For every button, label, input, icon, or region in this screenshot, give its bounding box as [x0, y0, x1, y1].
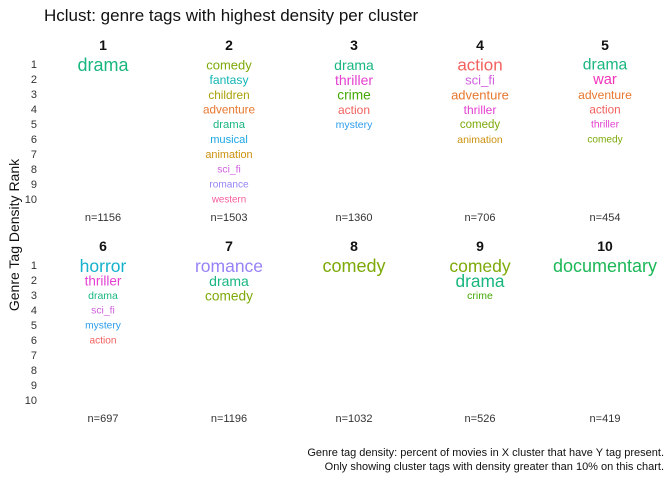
rank-tick-label: 1 [31, 59, 37, 71]
tag-label-drama: drama [456, 271, 505, 291]
caption-line-1: Genre tag density: percent of movies in … [307, 447, 664, 459]
cluster-header: 10 [597, 238, 613, 254]
tag-label-western: western [211, 195, 246, 206]
tag-label-action: action [589, 104, 620, 117]
tag-label-drama: drama [77, 55, 129, 75]
rank-tick-label: 3 [31, 290, 37, 302]
tag-label-drama: drama [213, 119, 246, 131]
tag-label-comedy: comedy [206, 58, 252, 73]
tag-label-sci_fi: sci_fi [91, 306, 115, 317]
rank-tick-label: 2 [31, 275, 37, 287]
cluster-header: 8 [350, 238, 358, 254]
cluster-n-label: n=526 [465, 413, 496, 425]
cluster-header: 1 [99, 37, 107, 53]
tag-label-adventure: adventure [203, 104, 255, 117]
cluster-header: 9 [476, 238, 484, 254]
cluster-n-label: n=1156 [85, 212, 121, 224]
rank-tick-label: 6 [31, 134, 37, 146]
tag-label-adventure: adventure [578, 88, 632, 102]
tag-label-musical: musical [210, 134, 248, 146]
rank-tick-label: 6 [31, 335, 37, 347]
cluster-n-label: n=706 [465, 212, 496, 224]
rank-tick-label: 1 [31, 260, 37, 272]
chart-caption: Genre tag density: percent of movies in … [307, 446, 664, 474]
tag-label-romance: romance [195, 256, 263, 276]
rank-tick-label: 10 [25, 395, 37, 407]
tag-label-thriller: thriller [335, 72, 373, 88]
chart-title: Hclust: genre tags with highest density … [44, 6, 419, 25]
rank-tick-label: 4 [31, 305, 37, 317]
tag-label-action: action [457, 56, 502, 75]
cluster-n-label: n=697 [88, 413, 119, 425]
cluster-header: 2 [225, 37, 233, 53]
tag-label-sci_fi: sci_fi [465, 73, 495, 88]
tag-label-action: action [338, 103, 370, 117]
rank-tick-label: 7 [31, 149, 37, 161]
rank-tick-label: 9 [31, 179, 37, 191]
rank-tick-label: 8 [31, 164, 37, 176]
cluster-n-label: n=454 [590, 212, 621, 224]
rank-tick-label: 10 [25, 194, 37, 206]
tag-label-drama: drama [334, 57, 374, 73]
tag-label-drama: drama [583, 57, 628, 74]
cluster-n-label: n=419 [590, 413, 621, 425]
rank-tick-label: 9 [31, 380, 37, 392]
cluster-n-label: n=1360 [335, 212, 372, 224]
caption-line-2: Only showing cluster tags with density g… [324, 461, 664, 473]
tag-label-romance: romance [209, 180, 249, 191]
cluster-n-label: n=1503 [210, 212, 247, 224]
tag-label-comedy: comedy [205, 289, 253, 304]
rank-tick-label: 4 [31, 104, 37, 116]
tag-label-mystery: mystery [336, 119, 374, 131]
tag-label-thriller: thriller [85, 274, 122, 289]
rank-tick-label: 7 [31, 350, 37, 362]
tag-label-children: children [208, 88, 249, 102]
rank-tick-label: 8 [31, 365, 37, 377]
rank-tick-label: 2 [31, 74, 37, 86]
tag-label-action: action [90, 336, 117, 347]
tag-label-horror: horror [80, 256, 127, 276]
tag-label-thriller: thriller [591, 120, 620, 131]
tag-label-fantasy: fantasy [210, 73, 250, 87]
tag-label-adventure: adventure [451, 88, 509, 103]
tag-label-thriller: thriller [464, 103, 497, 117]
tag-label-comedy: comedy [449, 256, 511, 276]
tag-label-war: war [592, 72, 617, 88]
tag-label-crime: crime [337, 88, 370, 103]
tag-label-crime: crime [467, 290, 493, 302]
cluster-n-label: n=1032 [335, 413, 372, 425]
tag-label-comedy: comedy [587, 135, 623, 146]
tag-label-comedy: comedy [460, 119, 501, 131]
cluster-header: 7 [225, 238, 233, 254]
cluster-header: 3 [350, 37, 358, 53]
rank-tick-label: 3 [31, 89, 37, 101]
tag-label-drama: drama [88, 290, 118, 302]
tag-label-animation: animation [205, 149, 252, 161]
rank-tick-label: 5 [31, 119, 37, 131]
cluster-header: 6 [99, 238, 107, 254]
tag-label-comedy: comedy [322, 256, 385, 276]
tag-label-mystery: mystery [85, 321, 122, 332]
tag-label-documentary: documentary [553, 256, 657, 276]
rank-tick-label: 5 [31, 320, 37, 332]
cluster-header: 5 [601, 37, 609, 53]
cluster-header: 4 [476, 37, 484, 53]
tag-label-drama: drama [209, 273, 249, 289]
tag-label-animation: animation [457, 134, 503, 146]
tag-label-sci_fi: sci_fi [217, 165, 240, 176]
cluster-n-label: n=1196 [211, 413, 247, 425]
